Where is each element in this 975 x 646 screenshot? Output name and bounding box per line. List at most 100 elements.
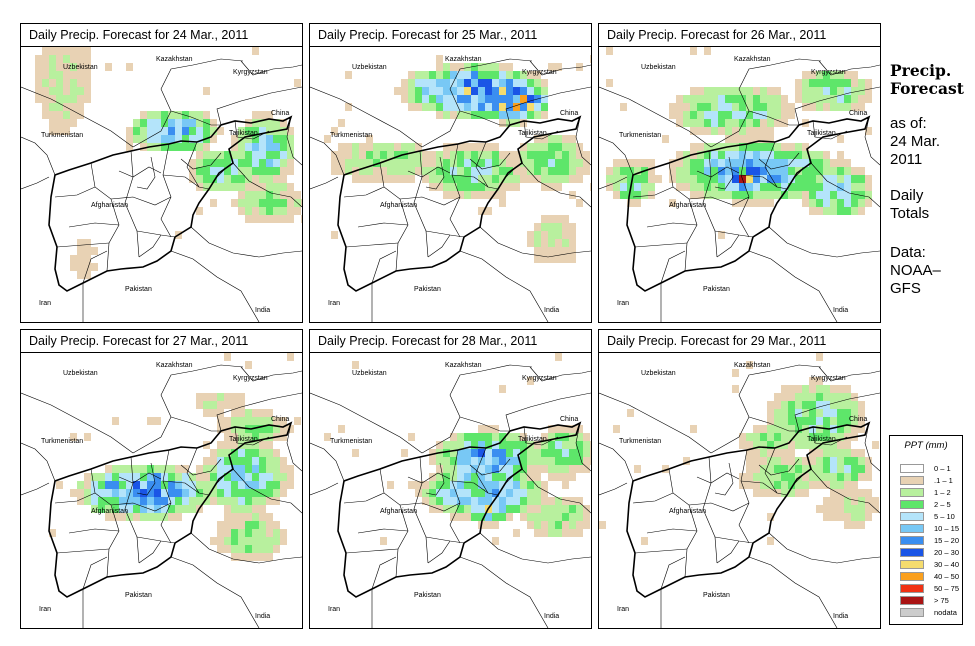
precip-cell <box>620 103 627 111</box>
precip-cell <box>690 47 697 55</box>
precip-cell <box>478 63 485 71</box>
precip-cell <box>408 95 415 103</box>
precip-cell <box>569 449 576 457</box>
precip-cell <box>273 159 280 167</box>
precip-cell <box>280 191 287 199</box>
precip-cell <box>49 95 56 103</box>
precip-cell <box>583 151 590 159</box>
precip-cell <box>147 497 154 505</box>
precip-cell <box>147 465 154 473</box>
precip-cell <box>816 457 823 465</box>
precip-cell <box>443 111 450 119</box>
precip-cell <box>858 87 865 95</box>
precip-cell <box>774 457 781 465</box>
precip-cell <box>105 505 112 513</box>
precip-cell <box>802 143 809 151</box>
precip-cell <box>464 167 471 175</box>
precip-cell <box>429 87 436 95</box>
precip-cell <box>436 167 443 175</box>
precip-cell <box>331 167 338 175</box>
precip-cell <box>457 489 464 497</box>
precip-cell <box>548 473 555 481</box>
totals-line2: Totals <box>890 205 930 222</box>
precip-cell <box>366 143 373 151</box>
precip-cell <box>830 409 837 417</box>
precip-cell <box>436 489 443 497</box>
province-border <box>234 426 270 446</box>
precip-cell <box>865 79 872 87</box>
province-border <box>407 166 451 178</box>
precip-cell <box>746 95 753 103</box>
precip-cell <box>231 497 238 505</box>
precip-cell <box>767 175 774 183</box>
precip-cell <box>513 111 520 119</box>
precip-cell <box>436 55 443 63</box>
precip-cell <box>492 71 499 79</box>
precip-cell <box>739 103 746 111</box>
precip-cell <box>527 473 534 481</box>
legend-label: 50 – 75 <box>934 584 960 593</box>
precip-cell <box>401 79 408 87</box>
borders <box>21 58 302 322</box>
precip-cell <box>464 433 471 441</box>
precip-cell <box>464 79 471 87</box>
precip-cell <box>401 95 408 103</box>
precip-cell <box>457 513 464 521</box>
province-border <box>136 156 156 190</box>
precip-cell <box>436 441 443 449</box>
precip-cell <box>154 119 161 127</box>
precip-cell <box>49 127 56 135</box>
precip-cell <box>252 143 259 151</box>
province-border <box>714 156 734 190</box>
precip-cell <box>217 521 224 529</box>
precip-cell <box>739 191 746 199</box>
country-border <box>575 116 591 166</box>
precip-cell <box>259 505 266 513</box>
precip-cell <box>851 449 858 457</box>
country-border <box>748 416 799 432</box>
precip-cell <box>471 497 478 505</box>
precip-cell <box>534 167 541 175</box>
precip-cell <box>415 143 422 151</box>
precip-cell <box>739 119 746 127</box>
precip-cell <box>781 175 788 183</box>
precip-cell <box>865 87 872 95</box>
panel-title: Daily Precip. Forecast for 25 Mar., 2011 <box>310 24 591 47</box>
precip-cell <box>224 433 231 441</box>
province-border <box>634 548 688 554</box>
precip-cell <box>837 151 844 159</box>
precip-cell <box>823 191 830 199</box>
precip-cell <box>760 191 767 199</box>
precip-cell <box>245 191 252 199</box>
precip-cell <box>408 143 415 151</box>
precip-cell <box>238 457 245 465</box>
precip-cell <box>259 553 266 561</box>
precip-cell <box>203 159 210 167</box>
precip-cell <box>154 135 161 143</box>
precip-cell <box>457 457 464 465</box>
precip-cell <box>415 87 422 95</box>
precip-cell <box>70 87 77 95</box>
precip-cell <box>795 457 802 465</box>
precip-cell <box>830 489 837 497</box>
precip-cell <box>280 425 287 433</box>
precip-cell <box>569 505 576 513</box>
precip-cell <box>795 481 802 489</box>
map-label-iran: Iran <box>328 300 341 307</box>
precip-cell <box>259 183 266 191</box>
precip-cell <box>576 449 583 457</box>
precip-cell <box>147 481 154 489</box>
precip-cell <box>119 465 126 473</box>
precip-cell <box>245 481 252 489</box>
precip-cell <box>485 441 492 449</box>
precip-cell <box>753 199 760 207</box>
precip-cell <box>478 191 485 199</box>
precip-cell <box>802 473 809 481</box>
precip-cell <box>732 199 739 207</box>
precip-cell <box>739 167 746 175</box>
precip-cell <box>837 159 844 167</box>
precip-cell <box>569 425 576 433</box>
precip-cell <box>331 151 338 159</box>
precip-cell <box>380 175 387 183</box>
precip-cell <box>161 143 168 151</box>
